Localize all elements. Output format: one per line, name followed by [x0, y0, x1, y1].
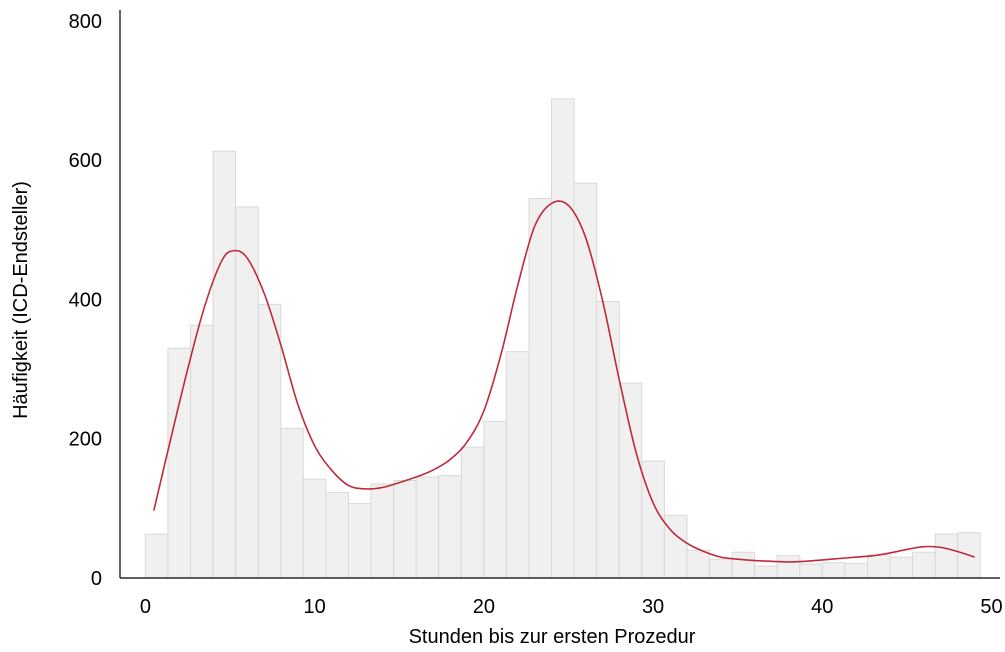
y-tick-label-800: 800 [69, 11, 102, 33]
x-tick-label-30: 30 [642, 596, 664, 618]
histogram-bar-13 [438, 475, 462, 579]
x-tick-label-50: 50 [980, 596, 1002, 618]
histogram-bar-0 [144, 533, 169, 579]
histogram-bar-21 [618, 382, 643, 579]
histogram-bar-4 [235, 206, 259, 579]
histogram-bar-32 [866, 554, 891, 579]
histogram-bar-28 [776, 555, 801, 579]
histogram-bar-26 [731, 551, 756, 579]
histogram-bar-1 [167, 347, 192, 579]
histogram-bar-9 [347, 503, 372, 579]
histogram-bar-19 [573, 182, 598, 579]
y-tick-label-600: 600 [69, 150, 102, 172]
histogram-bar-2 [190, 324, 214, 579]
histogram-bar-20 [596, 301, 620, 579]
histogram-bar-10 [370, 483, 395, 579]
histogram-bar-6 [280, 427, 304, 579]
histogram-bar-17 [528, 198, 553, 579]
histogram-bar-16 [505, 351, 530, 579]
histogram-bars [144, 98, 981, 579]
y-tick-label-0: 0 [91, 568, 102, 590]
histogram-bar-18 [551, 98, 575, 579]
y-tick-label-200: 200 [69, 429, 102, 451]
histogram-bar-27 [754, 565, 778, 579]
histogram-bar-29 [799, 563, 823, 579]
histogram-bar-22 [641, 460, 665, 579]
histogram-bar-25 [708, 558, 733, 579]
y-axis-label: Häufigkeit (ICD-Endsteller) [10, 181, 32, 419]
histogram-bar-8 [325, 491, 349, 579]
x-tick-label-10: 10 [303, 596, 325, 618]
histogram-bar-23 [663, 514, 688, 579]
x-tick-label-0: 0 [140, 596, 151, 618]
y-tick-label-400: 400 [69, 289, 102, 311]
histogram-bar-7 [302, 478, 327, 579]
histogram-bar-11 [393, 480, 417, 579]
histogram-bar-3 [212, 150, 237, 579]
x-axis-ticks: 0 10 20 30 40 50 [140, 596, 1003, 618]
histogram-bar-24 [686, 549, 710, 579]
x-axis-label: Stunden bis zur ersten Prozedur [409, 626, 696, 648]
x-tick-label-20: 20 [473, 596, 495, 618]
histogram-bar-33 [889, 556, 914, 579]
histogram-bar-5 [257, 303, 282, 579]
histogram-bar-30 [821, 562, 846, 579]
histogram-bar-12 [415, 476, 440, 579]
histogram-bar-31 [844, 562, 869, 579]
histogram-bar-14 [460, 446, 485, 579]
y-axis-ticks: 0 200 400 600 800 [69, 11, 102, 590]
density-curve [153, 200, 975, 563]
histogram-bar-35 [934, 533, 959, 579]
histogram-bar-34 [912, 551, 936, 579]
histogram-bar-15 [483, 420, 507, 579]
x-tick-label-40: 40 [811, 596, 833, 618]
